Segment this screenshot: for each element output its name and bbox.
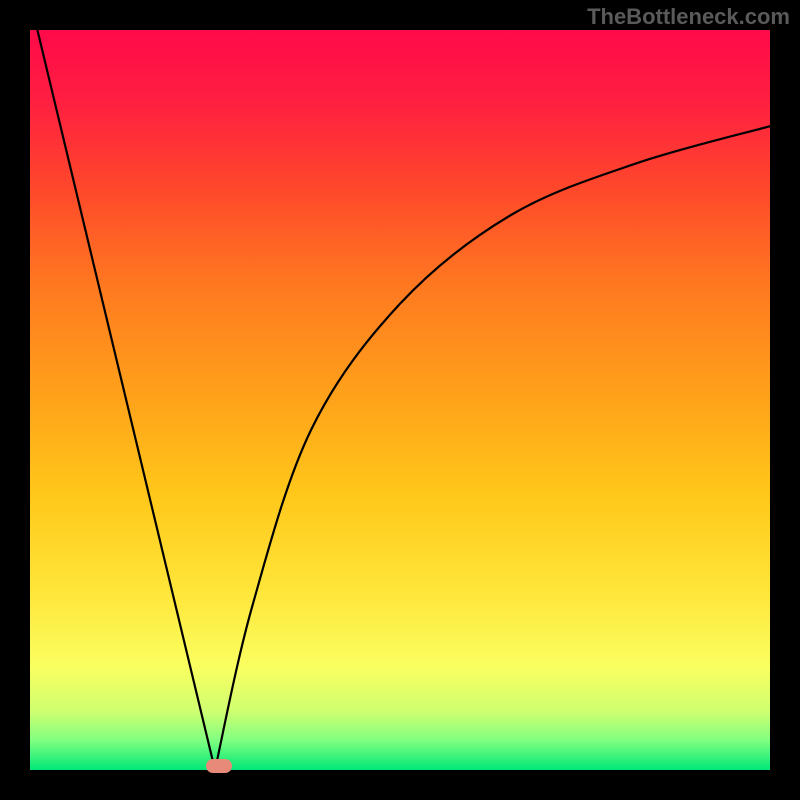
- bottleneck-curve: [30, 30, 770, 770]
- chart-container: TheBottleneck.com: [0, 0, 800, 800]
- watermark-text: TheBottleneck.com: [587, 4, 790, 30]
- min-marker: [206, 759, 232, 773]
- plot-area: [30, 30, 770, 770]
